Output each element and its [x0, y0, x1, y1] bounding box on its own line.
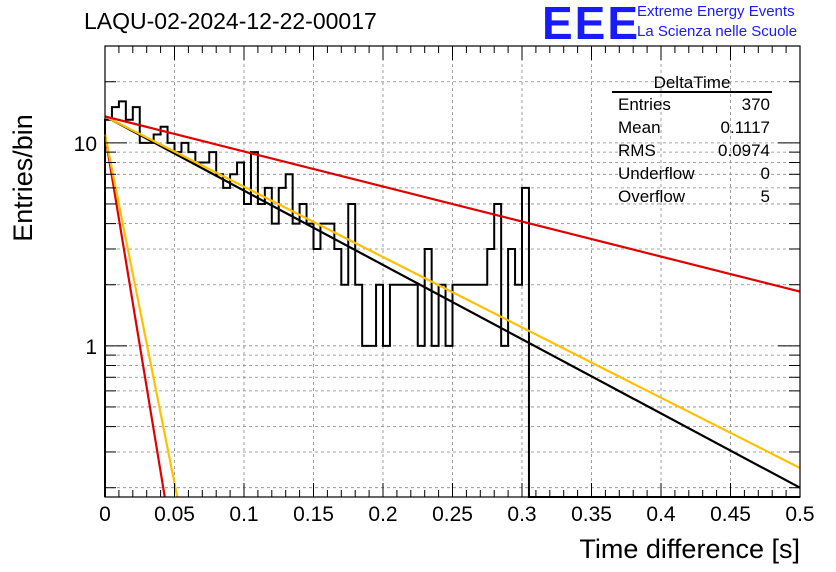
eee-logo: EEE [542, 0, 641, 49]
axis-ticks [104, 45, 801, 497]
stats-box-title: DeltaTime [654, 73, 731, 92]
chart-title: LAQU-02-2024-12-22-00017 [84, 8, 377, 34]
x-tick-label: 0.35 [571, 503, 612, 526]
x-tick-label: 0.1 [229, 503, 258, 526]
logo-caption-line1: Extreme Energy Events [637, 3, 795, 20]
axis-tick-labels: 0 0.05 0.1 0.15 0.2 0.25 0.3 0.35 0.4 0.45 0.5 1 10 [74, 133, 815, 526]
x-tick-label: 0.15 [293, 503, 334, 526]
stats-label: RMS [618, 141, 656, 160]
stats-label: Mean [618, 118, 661, 137]
fit-curve [104, 115, 801, 293]
x-tick-label: 0.25 [432, 503, 473, 526]
fit-curve [104, 115, 801, 470]
fit-curve [104, 115, 801, 489]
stats-value: 0.1117 [721, 118, 770, 137]
x-tick-label: 0.2 [368, 503, 397, 526]
stats-box: DeltaTime Entries 370 Mean 0.1117 RMS 0.… [612, 73, 772, 206]
y-tick-label: 10 [74, 133, 97, 156]
stats-value: 5 [761, 187, 770, 206]
x-tick-label: 0.3 [507, 503, 536, 526]
x-tick-label: 0 [99, 503, 111, 526]
y-tick-label: 1 [85, 336, 97, 359]
stats-label: Entries [618, 95, 671, 114]
fit-curve [103, 134, 166, 498]
stats-value: 0.0974 [718, 141, 770, 160]
fit-curves [103, 115, 801, 498]
x-tick-label: 0.5 [785, 503, 814, 526]
x-axis-label: Time difference [s] [579, 534, 800, 564]
y-axis-label: Entries/bin [8, 114, 38, 242]
stats-value: 370 [742, 95, 770, 114]
stats-value: 0 [761, 164, 770, 183]
stats-label: Underflow [618, 164, 695, 183]
grid-lines [105, 45, 800, 497]
fit-curve [103, 134, 179, 498]
stats-label: Overflow [618, 187, 686, 206]
x-tick-label: 0.4 [646, 503, 676, 526]
logo-caption-line2: La Scienza nelle Scuole [637, 23, 798, 40]
x-tick-label: 0.05 [154, 503, 195, 526]
x-tick-label: 0.45 [710, 503, 751, 526]
